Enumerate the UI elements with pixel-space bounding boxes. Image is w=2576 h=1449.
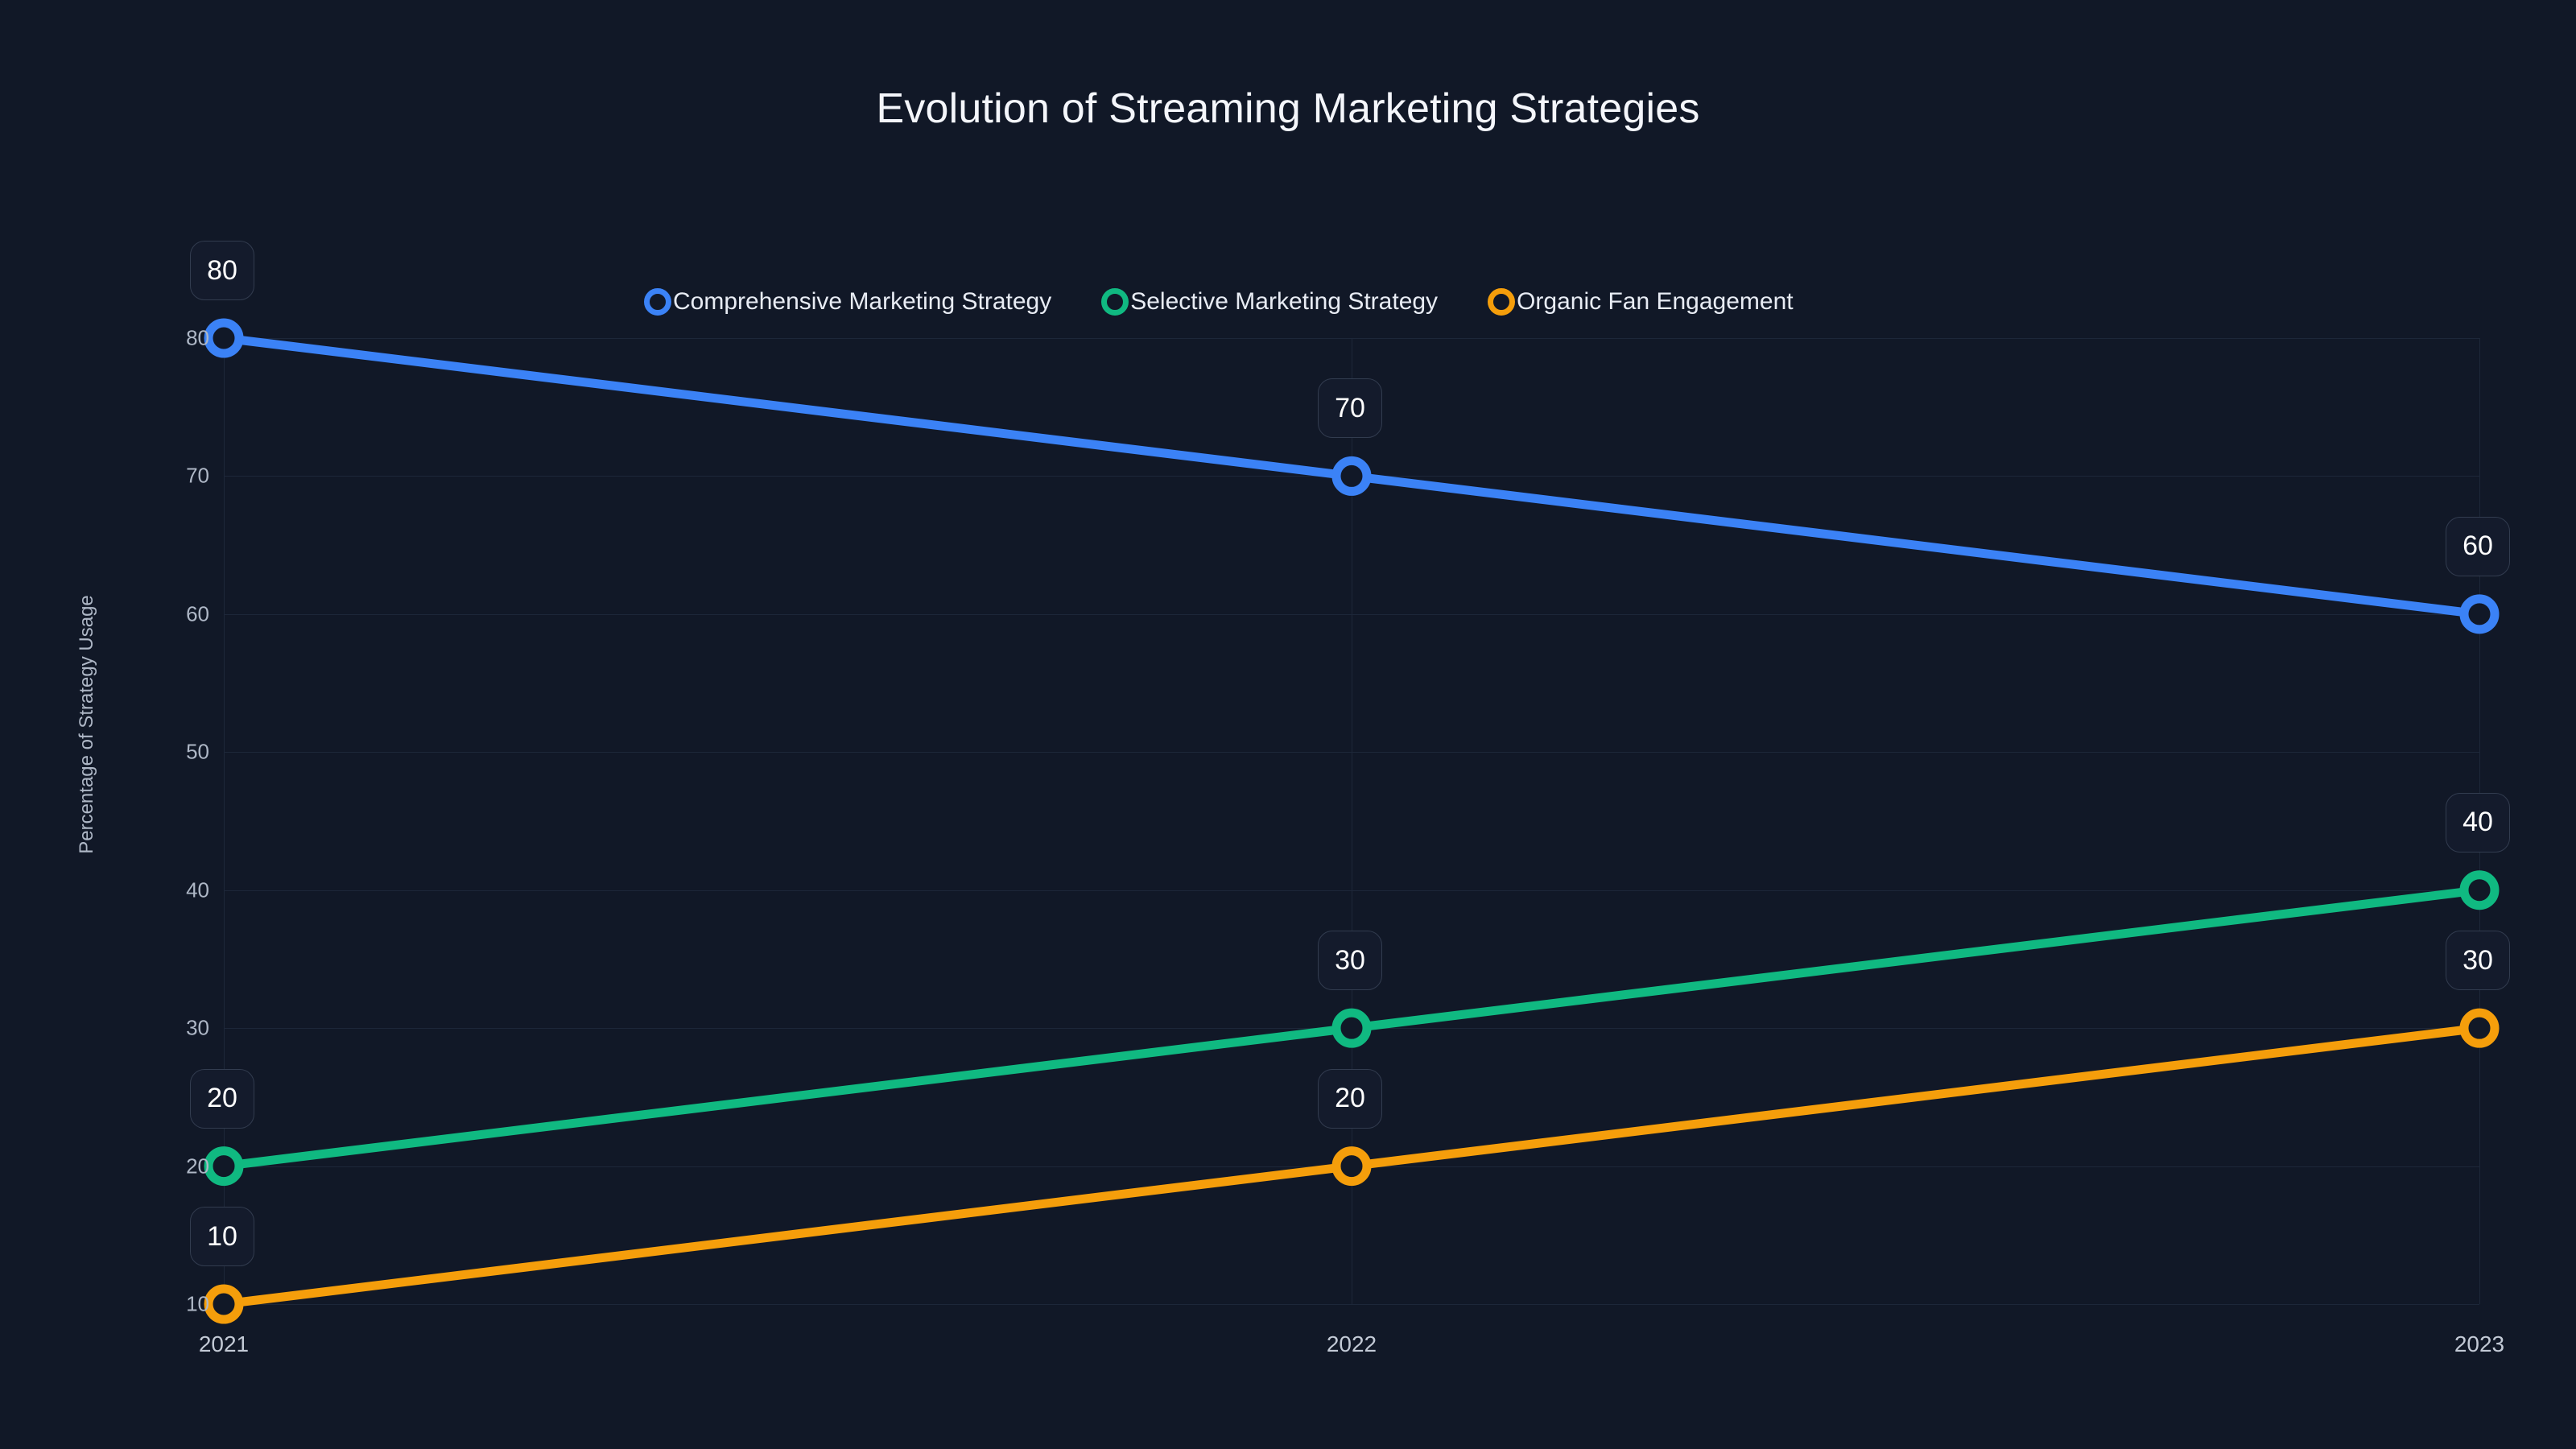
page-title: Evolution of Streaming Marketing Strateg…	[876, 85, 1700, 132]
y-axis-tick-label: 40	[186, 877, 209, 902]
data-label-badge: 30	[1318, 931, 1382, 991]
plot-area	[224, 338, 2480, 1305]
x-axis-tick-label: 2022	[1326, 1331, 1377, 1356]
legend-item[interactable]: Comprehensive Marketing Strategy	[644, 288, 1051, 316]
y-axis-tick-label: 70	[186, 463, 209, 488]
legend-item[interactable]: Selective Marketing Strategy	[1101, 288, 1438, 316]
ring-marker-icon	[1488, 288, 1516, 316]
legend-item-label: Comprehensive Marketing Strategy	[673, 288, 1052, 315]
data-label-badge: 60	[2446, 516, 2510, 576]
data-label-badge: 80	[190, 241, 254, 300]
chart-legend: Comprehensive Marketing Strategy Selectiv…	[644, 283, 1794, 320]
legend-item-label: Selective Marketing Strategy	[1130, 288, 1439, 315]
data-label-badge: 20	[1318, 1068, 1382, 1129]
legend-item[interactable]: Organic Fan Engagement	[1488, 288, 1794, 316]
y-axis-tick-label: 80	[186, 325, 209, 350]
x-axis-tick-label: 2023	[2454, 1331, 2505, 1356]
y-axis-tick-label: 10	[186, 1291, 209, 1316]
y-axis-tick-label: 20	[186, 1154, 209, 1179]
gridline-horizontal	[224, 1304, 2479, 1305]
data-label-badge: 70	[1318, 378, 1382, 439]
y-axis-tick-label: 30	[186, 1015, 209, 1040]
data-label-badge: 20	[190, 1068, 254, 1129]
y-axis-tick-label: 50	[186, 739, 209, 764]
gridline-vertical	[224, 338, 225, 1304]
data-label-badge: 40	[2446, 792, 2510, 852]
ring-marker-icon	[1101, 288, 1129, 316]
data-label-badge: 10	[190, 1207, 254, 1266]
x-axis-tick-label: 2021	[198, 1331, 250, 1356]
legend-item-label: Organic Fan Engagement	[1517, 288, 1794, 315]
data-label-badge: 30	[2446, 931, 2510, 991]
y-axis-tick-label: 60	[186, 601, 209, 626]
ring-marker-icon	[644, 288, 671, 316]
y-axis-title: Percentage of Strategy Usage	[76, 595, 97, 854]
